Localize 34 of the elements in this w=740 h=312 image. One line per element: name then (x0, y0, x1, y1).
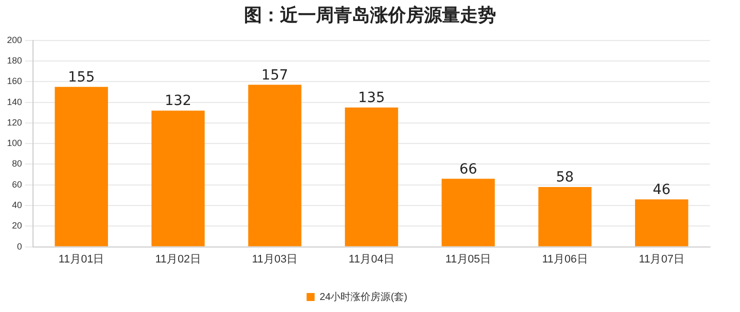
x-tick-label: 11月05日 (445, 253, 492, 266)
x-tick-label: 11月04日 (348, 253, 394, 266)
y-tick-label: 160 (6, 76, 22, 86)
bar (635, 199, 688, 246)
x-tick-label: 11月06日 (542, 253, 588, 266)
data-label: 155 (68, 69, 95, 86)
data-label: 157 (261, 67, 288, 84)
y-tick-label: 100 (6, 138, 22, 148)
bar (538, 186, 592, 246)
chart-title: 图：近一周青岛涨价房源量走势 (243, 4, 497, 28)
x-tick-label: 11月07日 (638, 253, 684, 266)
bar (248, 84, 302, 246)
data-label: 66 (459, 161, 478, 178)
y-tick-label: 0 (17, 241, 22, 252)
x-tick-label: 11月03日 (252, 253, 298, 266)
y-tick-label: 200 (6, 34, 22, 45)
data-label: 132 (164, 93, 192, 110)
x-tick-label: 11月02日 (155, 253, 201, 266)
y-tick-label: 140 (6, 96, 22, 107)
y-tick-label: 120 (6, 117, 22, 128)
y-tick-label: 180 (6, 56, 22, 66)
bar (344, 107, 398, 246)
x-tick-label: 11月01日 (58, 253, 104, 266)
y-tick-label: 40 (12, 200, 22, 210)
data-label: 46 (652, 182, 671, 198)
data-label: 58 (556, 170, 574, 186)
bar (151, 110, 205, 246)
legend-label: 24小时涨价房源(套) (320, 290, 408, 303)
y-tick-label: 60 (12, 179, 22, 190)
bar (442, 178, 495, 246)
bar (54, 86, 108, 246)
y-tick-label: 80 (12, 158, 22, 169)
y-tick-label: 20 (12, 220, 22, 231)
data-label: 135 (358, 90, 385, 106)
